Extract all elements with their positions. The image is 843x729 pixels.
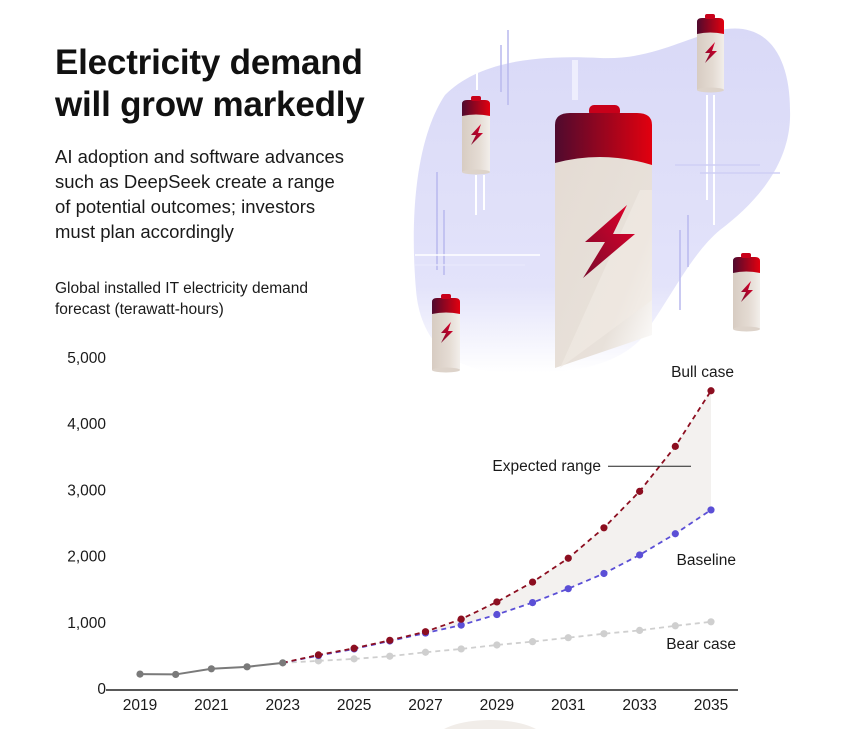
- data-point-historical: [136, 670, 144, 678]
- data-point-bear-case: [314, 657, 323, 665]
- subtitle-line: of potential outcomes; investors: [55, 196, 316, 217]
- x-tick-label: 2031: [551, 697, 585, 714]
- x-tick-label: 2027: [408, 697, 442, 714]
- series-bull-case: [282, 387, 715, 664]
- data-point-bear-case: [636, 626, 644, 635]
- battery-icon: [733, 253, 760, 332]
- lightning-bolt-icon: [441, 322, 453, 343]
- data-point-bull-case: [350, 644, 358, 652]
- lightning-bolt-icon: [705, 42, 717, 63]
- data-point-baseline: [457, 621, 465, 629]
- data-point-historical: [172, 670, 180, 679]
- title-line: Electricity demand: [55, 43, 363, 82]
- lightning-bolt-icon: [583, 205, 635, 278]
- y-tick-label: 4,000: [67, 416, 106, 433]
- x-tick-label: 2021: [194, 697, 228, 714]
- data-point-bear-case: [386, 652, 394, 660]
- data-point-bull-case: [314, 651, 323, 659]
- label-bull-case: Bull case: [671, 364, 734, 381]
- data-point-historical: [207, 665, 215, 673]
- data-point-baseline: [600, 569, 608, 578]
- subtitle-line: AI adoption and software advances: [55, 146, 344, 167]
- data-point-baseline: [707, 506, 715, 514]
- data-point-bull-case: [600, 524, 608, 532]
- data-point-bear-case: [671, 622, 679, 630]
- axes: 0 1,000 2,000 3,000 4,000 5,000 2019 2021 2023 20…: [67, 350, 738, 714]
- data-point-bull-case: [493, 598, 501, 606]
- battery-icon: [697, 14, 724, 93]
- data-point-bull-case: [528, 578, 537, 586]
- data-point-bull-case: [457, 615, 465, 623]
- data-point-bull-case: [421, 628, 430, 636]
- expected-range-area-layer: [282, 390, 711, 663]
- data-point-historical: [243, 663, 251, 671]
- battery-icon: [462, 96, 490, 175]
- data-point-baseline: [493, 610, 501, 619]
- data-point-historical: [279, 659, 287, 667]
- series-historical: [136, 659, 287, 679]
- chart-unit-label: Global installed IT electricity demand f…: [55, 278, 308, 320]
- data-point-bear-case: [350, 655, 358, 663]
- data-point-baseline: [671, 530, 679, 538]
- battery-top-partial: [444, 720, 536, 729]
- annotations: Bull case Baseline Bear case Expected range: [492, 364, 736, 653]
- data-point-baseline: [528, 599, 537, 607]
- lightning-bolt-icon: [741, 281, 753, 302]
- data-point-bull-case: [636, 487, 644, 495]
- label-bear-case: Bear case: [666, 636, 736, 653]
- data-point-bear-case: [421, 648, 430, 656]
- data-point-bear-case: [457, 645, 465, 653]
- unit-line: forecast (terawatt-hours): [55, 301, 224, 318]
- lightning-bolt-icon: [471, 124, 483, 145]
- data-point-bull-case: [671, 442, 679, 450]
- data-point-bull-case: [564, 554, 572, 562]
- x-tick-label: 2035: [694, 697, 728, 714]
- data-point-bear-case: [528, 638, 537, 646]
- y-tick-label: 3,000: [67, 482, 106, 499]
- subtitle: AI adoption and software advances such a…: [55, 144, 415, 244]
- data-point-bull-case: [386, 636, 394, 644]
- x-tick-label: 2033: [622, 697, 656, 714]
- y-tick-label: 2,000: [67, 549, 106, 566]
- data-point-bull-case: [707, 387, 715, 395]
- data-point-bear-case: [600, 630, 608, 638]
- label-baseline: Baseline: [677, 552, 736, 569]
- y-tick-label: 5,000: [67, 350, 106, 367]
- subtitle-line: must plan accordingly: [55, 221, 234, 242]
- subtitle-line: such as DeepSeek create a range: [55, 171, 335, 192]
- x-tick-label: 2023: [266, 697, 300, 714]
- x-tick-label: 2019: [123, 697, 157, 714]
- battery-icon: [555, 105, 652, 368]
- x-tick-label: 2025: [337, 697, 371, 714]
- light-streaks: [415, 30, 780, 310]
- data-point-baseline: [564, 585, 572, 593]
- y-tick-label: 0: [97, 681, 106, 698]
- title-line: will grow markedly: [55, 85, 365, 124]
- data-point-bear-case: [707, 618, 715, 626]
- expected-range-area: [282, 390, 711, 663]
- label-expected-range: Expected range: [492, 458, 601, 475]
- unit-line: Global installed IT electricity demand: [55, 280, 309, 297]
- data-point-bear-case: [564, 634, 572, 642]
- x-tick-label: 2029: [480, 697, 514, 714]
- series-bear-case: [282, 618, 715, 665]
- series-layer: [136, 387, 715, 679]
- battery-icon: [432, 294, 460, 373]
- data-point-baseline: [636, 551, 644, 559]
- y-tick-label: 1,000: [67, 615, 106, 632]
- page-title: Electricity demand will grow markedly: [55, 42, 415, 126]
- data-point-bear-case: [493, 641, 501, 649]
